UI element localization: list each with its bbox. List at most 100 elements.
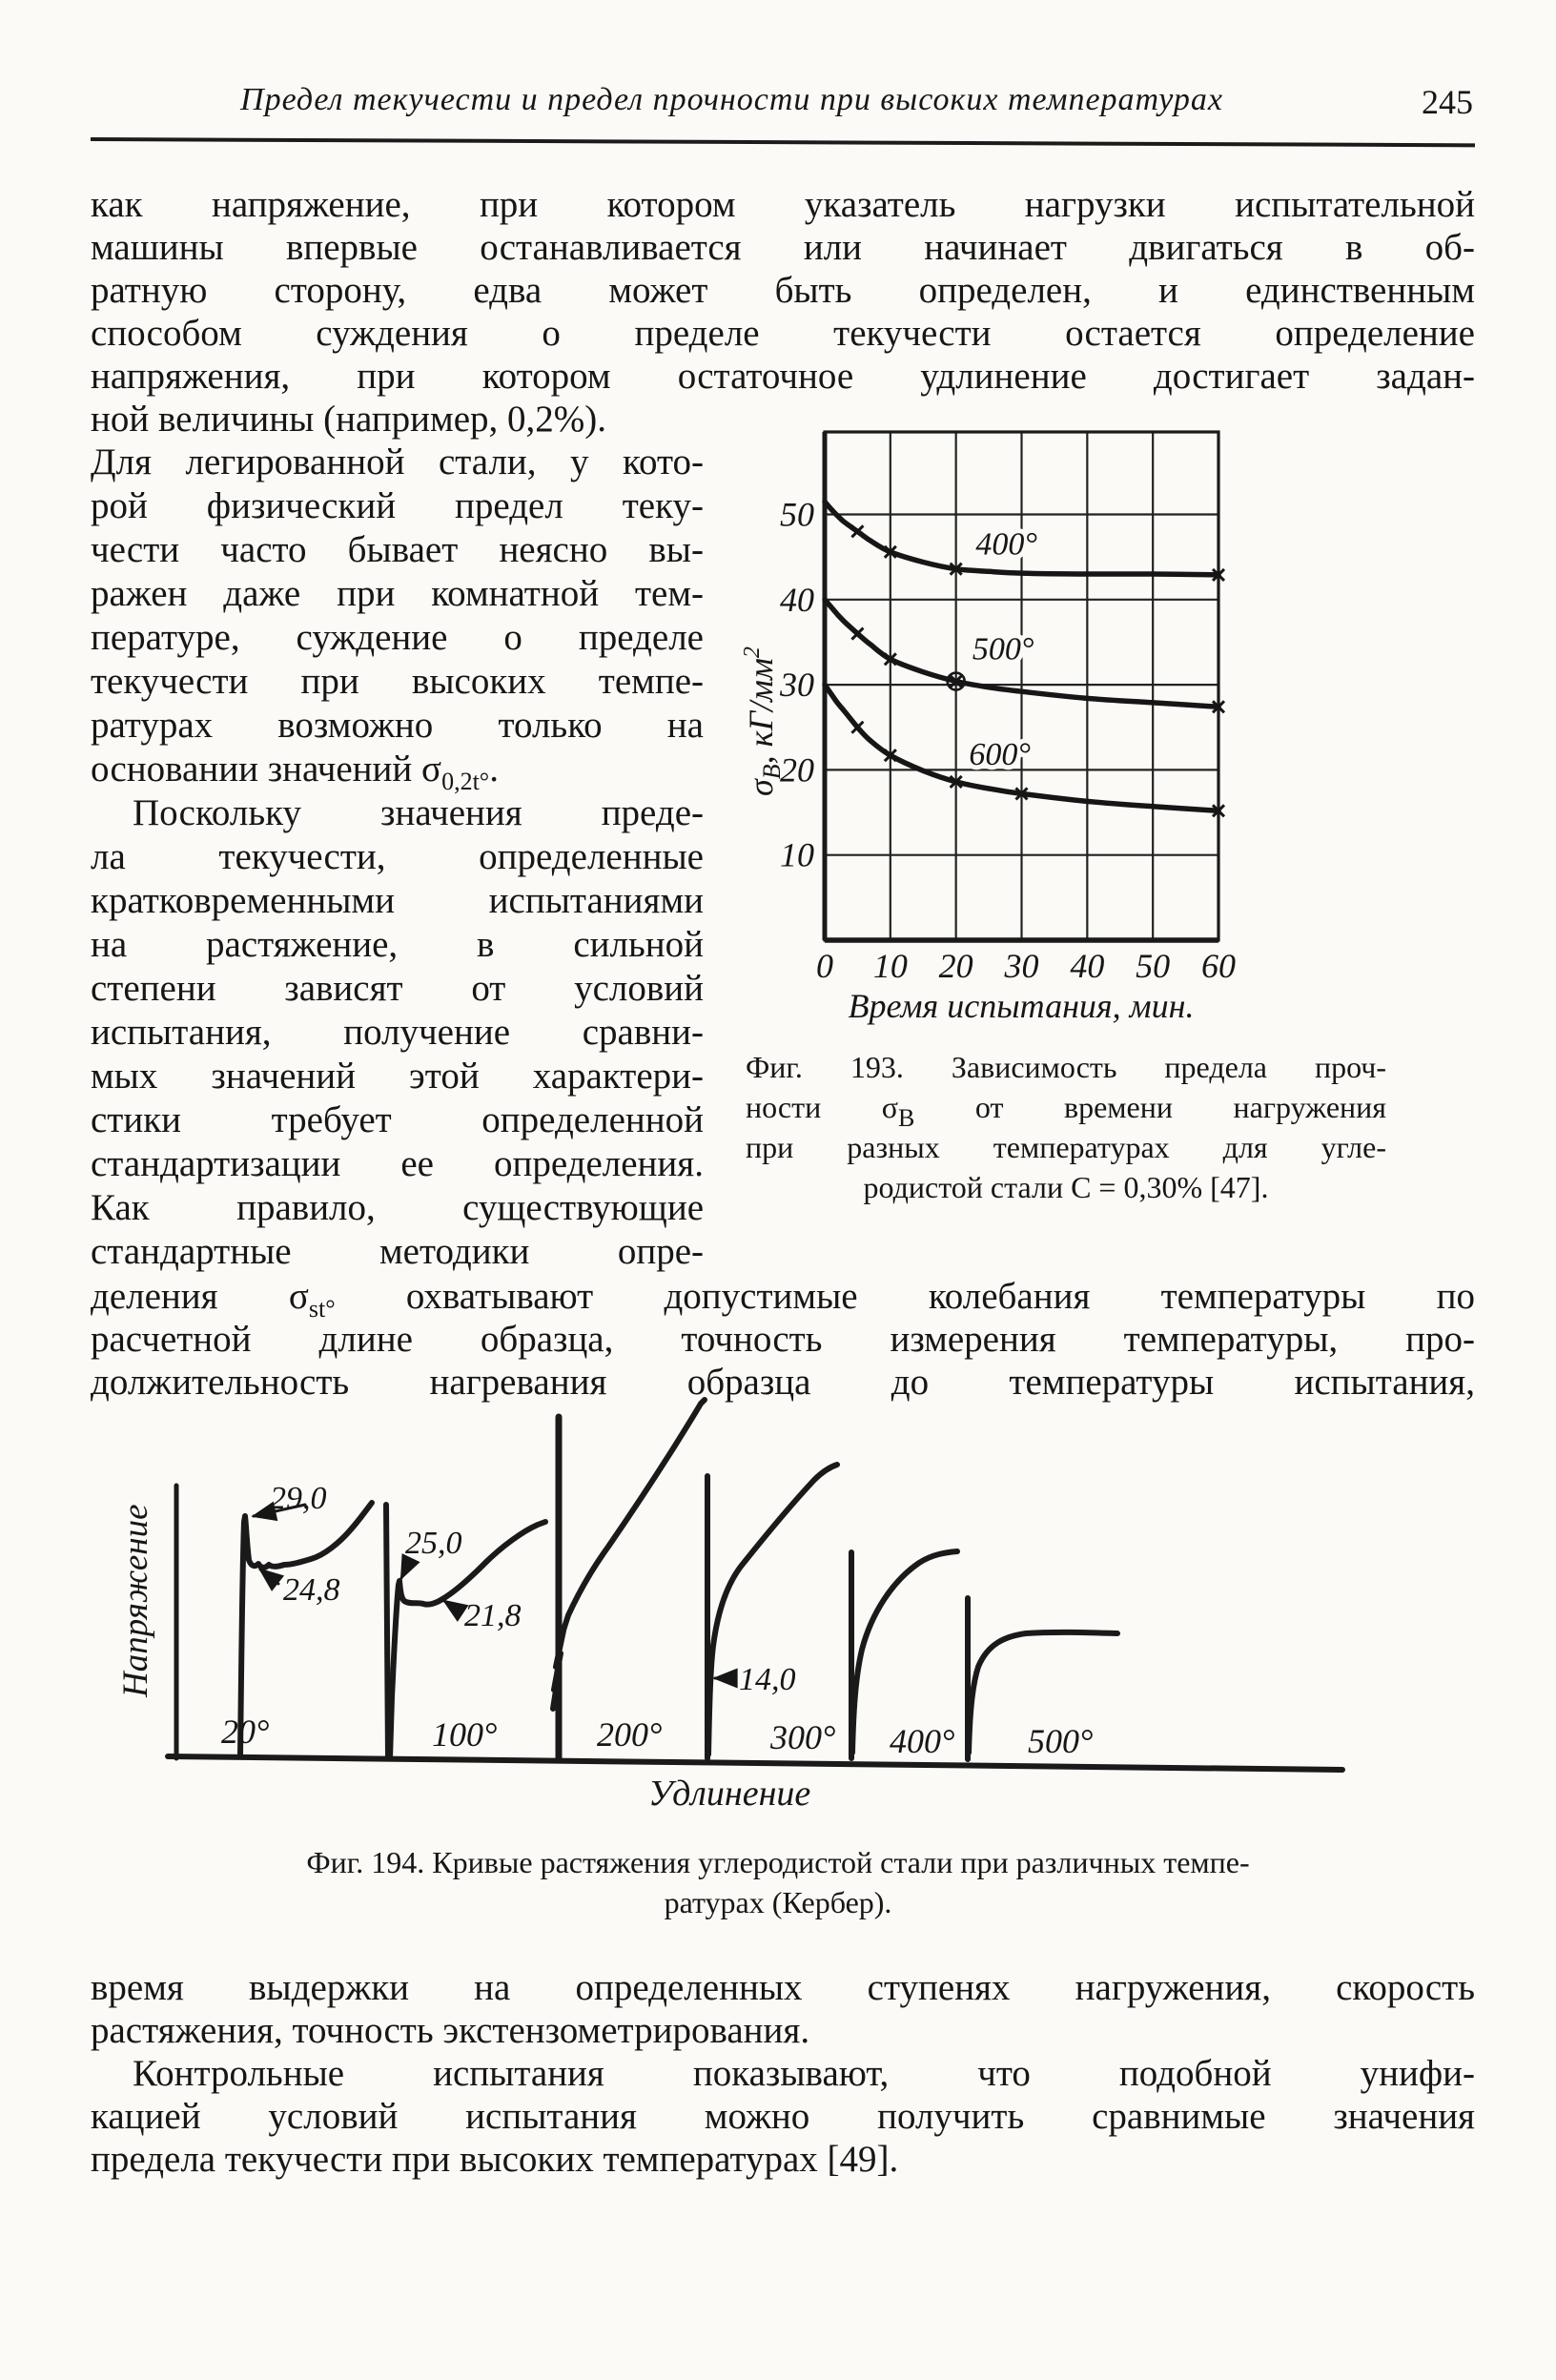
data-point-x-marker xyxy=(850,720,865,734)
annotation-25-0: 25,0 xyxy=(405,1526,462,1561)
data-point-x-marker xyxy=(949,774,963,789)
x-tick-label: 0 xyxy=(816,947,833,985)
x-tick-label: 30 xyxy=(1003,947,1038,985)
text-line: кацией условий испытания можно получить … xyxy=(91,2096,1475,2137)
text-line: ражен даже при комнатной тем- xyxy=(91,573,704,614)
arrow-21-8 xyxy=(441,1599,469,1622)
temp-label-100: 100° xyxy=(432,1715,497,1754)
caption-line: при разных температурах для угле- xyxy=(746,1130,1386,1164)
data-point-x-marker xyxy=(949,674,963,688)
text-line: Поскольку значения преде- xyxy=(133,792,704,833)
text-line-sigma-st: деления σst° охватывают допустимые колеб… xyxy=(91,1275,1475,1322)
fig194-x-axis-label: Удлинение xyxy=(648,1774,810,1814)
caption-sigma-post: от времени нагружения xyxy=(914,1090,1386,1124)
text-line: стандартные методики опре- xyxy=(91,1231,704,1272)
temp-label-20: 20° xyxy=(221,1713,269,1751)
caption-line: Фиг. 193. Зависимость предела проч- xyxy=(746,1050,1386,1084)
para2-sigma-pre: деления σ xyxy=(91,1276,309,1317)
text-line: машины впервые останавливается или начин… xyxy=(91,227,1475,268)
y-tick-label: 30 xyxy=(779,666,814,704)
data-point-x-marker xyxy=(850,524,865,539)
curve-500deg xyxy=(966,1629,1120,1755)
curve-100deg-elastic-line xyxy=(383,1502,391,1761)
para2-sigma-post: охватывают допустимые колебания температ… xyxy=(335,1276,1475,1317)
curve-label-600°: 600° xyxy=(969,737,1031,772)
text-line: степени зависят от условий xyxy=(91,968,704,1009)
text-line: ратурах возможно только на xyxy=(91,705,704,746)
x-tick-label: 10 xyxy=(873,947,908,985)
text-line: стики требует определенной xyxy=(91,1099,704,1140)
paragraph-4: Контрольные испытания показывают, что по… xyxy=(91,2052,1475,2181)
annotation-29-0: 29,0 xyxy=(270,1481,327,1516)
data-point-x-marker xyxy=(1014,787,1029,801)
text-line: ратную сторону, едва может быть определе… xyxy=(91,270,1475,311)
text-line: предела текучести при высоких температур… xyxy=(91,2139,899,2180)
caption-line: родистой стали С = 0,30% [47]. xyxy=(863,1170,1269,1204)
page-number: 245 xyxy=(1422,83,1473,121)
text-line: пературе, суждение о пределе xyxy=(91,617,704,658)
text-line: расчетной длине образца, точность измере… xyxy=(91,1319,1475,1360)
paragraph-1: как напряжение, при котором указатель на… xyxy=(91,183,1475,441)
fig193-x-axis-label: Время испытания, мин. xyxy=(848,987,1194,1025)
curve-label-500°: 500° xyxy=(972,631,1034,667)
data-point-x-marker xyxy=(883,652,897,667)
left-column: Для легированной стали, у кото- рой физи… xyxy=(91,441,704,1274)
text-line: напряжения, при котором остаточное удлин… xyxy=(91,356,1475,397)
text-line: Как правило, существующие xyxy=(91,1187,704,1228)
x-tick-label: 20 xyxy=(939,947,973,985)
temp-label-200: 200° xyxy=(597,1715,662,1754)
temp-label-300: 300° xyxy=(769,1718,835,1756)
text-line: должительность нагревания образца до тем… xyxy=(91,1362,1475,1403)
text-line: Контрольные испытания показывают, что по… xyxy=(133,2053,1475,2094)
text-line: испытания, получение сравни- xyxy=(91,1012,704,1053)
fig194-stress-strain-curves: 20° 100° 200° 300° 400° 500° 29,0 24,8 2… xyxy=(116,1397,1345,1814)
caption-line: Фиг. 194. Кривые растяжения углеродистой… xyxy=(306,1845,1250,1879)
y-tick-label: 10 xyxy=(780,836,814,874)
annotation-14-0: 14,0 xyxy=(739,1662,796,1697)
temp-label-500: 500° xyxy=(1028,1722,1093,1760)
y-tick-label: 20 xyxy=(780,750,814,789)
caption-sigma-pre: ности σ xyxy=(746,1090,899,1124)
sigma-02t-subscript: 0,2t° xyxy=(441,768,490,795)
text-line: кратковременными испытаниями xyxy=(91,880,704,921)
series-curve-400° xyxy=(822,499,1221,578)
arrow-24-8 xyxy=(257,1568,285,1591)
arrow-25-0 xyxy=(399,1553,420,1581)
x-tick-label: 50 xyxy=(1136,947,1170,985)
data-point-x-marker xyxy=(883,544,897,559)
text-line: на растяжение, в сильной xyxy=(91,924,704,965)
caption-sigma-sub: B xyxy=(898,1104,915,1132)
annotation-24-8: 24,8 xyxy=(283,1572,340,1608)
fig194-y-axis-label: Напряжение xyxy=(116,1504,155,1698)
sigma-line-post: . xyxy=(489,749,499,790)
data-point-x-marker xyxy=(850,626,865,641)
series-curve-500° xyxy=(822,597,1221,710)
fig194-x-axis xyxy=(165,1754,1345,1773)
text-line: растяжения, точность экстензометрировани… xyxy=(91,2010,810,2051)
y-tick-label: 40 xyxy=(780,581,814,619)
curve-label-400°: 400° xyxy=(975,526,1037,562)
data-point-x-marker xyxy=(883,749,897,763)
text-line-sigma02t: основании значений σ0,2t°. xyxy=(91,748,704,794)
text-line: время выдержки на определенных ступенях … xyxy=(91,1967,1475,2008)
text-line: способом суждения о пределе текучести ос… xyxy=(91,313,1475,354)
text-line: рой физический предел теку- xyxy=(91,485,704,526)
sigma-st-subscript: st° xyxy=(308,1295,336,1323)
fig194-caption: Фиг. 194. Кривые растяжения углеродистой… xyxy=(144,1842,1412,1922)
data-point-x-marker xyxy=(1211,567,1226,582)
fig193-strength-vs-time-chart: 400° 500° 600° 10 20 30 40 50 0 10 20 30 40 50 60 σB, … xyxy=(740,430,1236,1025)
caption-line-sigma: ности σB от времени нагружения xyxy=(746,1087,1386,1131)
text-line: Для легированной стали, у кото- xyxy=(91,441,704,482)
paragraph-3: время выдержки на определенных ступенях … xyxy=(91,1966,1475,2052)
paragraph-2: деления σst° охватывают допустимые колеб… xyxy=(91,1275,1475,1404)
curve-20deg xyxy=(237,1500,375,1759)
y-tick-label: 50 xyxy=(780,496,814,534)
text-line: как напряжение, при котором указатель на… xyxy=(91,184,1475,225)
caption-line: ратурах (Кербер). xyxy=(664,1885,892,1919)
text-line: текучести при высоких темпе- xyxy=(91,661,704,702)
data-point-x-marker xyxy=(1211,700,1226,714)
fig193-y-axis-label: σB, кГ/мм2 xyxy=(740,646,786,796)
running-head-title: Предел текучести и предел прочности при … xyxy=(240,82,1223,117)
curve-100deg xyxy=(387,1519,548,1761)
